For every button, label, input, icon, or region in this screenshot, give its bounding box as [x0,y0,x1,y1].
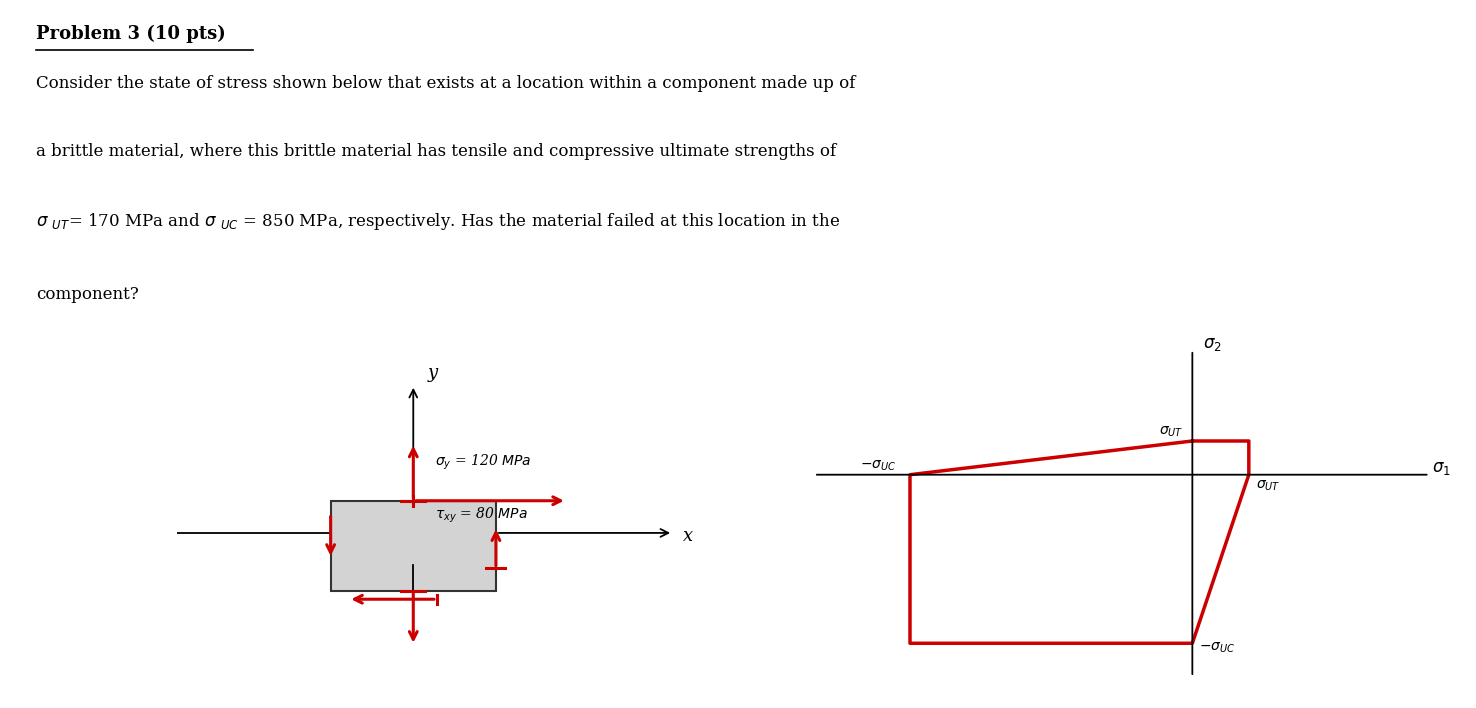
Text: $\sigma_{UT}$: $\sigma_{UT}$ [1256,479,1280,493]
Text: x: x [682,527,692,544]
Text: Problem 3 (10 pts): Problem 3 (10 pts) [37,24,226,42]
Text: $\sigma_2$: $\sigma_2$ [1203,336,1221,353]
Text: $-\sigma_{UC}$: $-\sigma_{UC}$ [859,459,896,473]
Text: Consider the state of stress shown below that exists at a location within a comp: Consider the state of stress shown below… [37,75,856,92]
Text: $\sigma_1$: $\sigma_1$ [1432,460,1451,477]
Text: component?: component? [37,286,139,303]
Text: $\sigma_y$ = 120 $MPa$: $\sigma_y$ = 120 $MPa$ [434,452,531,472]
Text: y: y [428,365,437,382]
Text: a brittle material, where this brittle material has tensile and compressive ulti: a brittle material, where this brittle m… [37,143,837,160]
Text: $\sigma$ $_{UT}$= 170 MPa and $\sigma$ $_{UC}$ = 850 MPa, respectively. Has the : $\sigma$ $_{UT}$= 170 MPa and $\sigma$ $… [37,211,840,232]
Text: $\sigma_{UT}$: $\sigma_{UT}$ [1159,425,1184,440]
Text: $\tau_{xy}$ = 80 $MPa$: $\tau_{xy}$ = 80 $MPa$ [434,506,527,525]
Text: $-\sigma_{UC}$: $-\sigma_{UC}$ [1199,641,1235,655]
Bar [331,501,496,591]
